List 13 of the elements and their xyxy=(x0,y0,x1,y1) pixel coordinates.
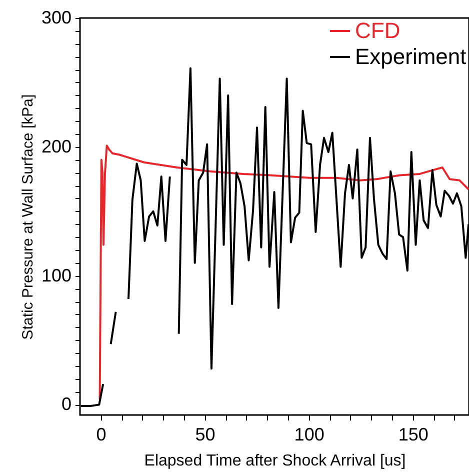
y-tick-label: 200 xyxy=(41,136,72,156)
legend-label: Experiment xyxy=(355,44,466,69)
y-tick-label: 300 xyxy=(41,8,72,28)
x-tick-label: 0 xyxy=(96,424,106,444)
x-tick-label: 50 xyxy=(195,424,216,444)
y-tick-label: 0 xyxy=(61,394,72,414)
x-axis-title: Elapsed Time after Shock Arrival [us] xyxy=(144,452,406,470)
x-tick-label: 100 xyxy=(294,424,324,444)
line-series xyxy=(98,144,469,401)
x-tick-label: 150 xyxy=(398,424,428,444)
y-axis-title: Static Pressure at Wall Surface [kPa] xyxy=(19,94,36,340)
y-tick-label: 100 xyxy=(41,265,72,286)
legend-label: CFD xyxy=(355,18,400,43)
